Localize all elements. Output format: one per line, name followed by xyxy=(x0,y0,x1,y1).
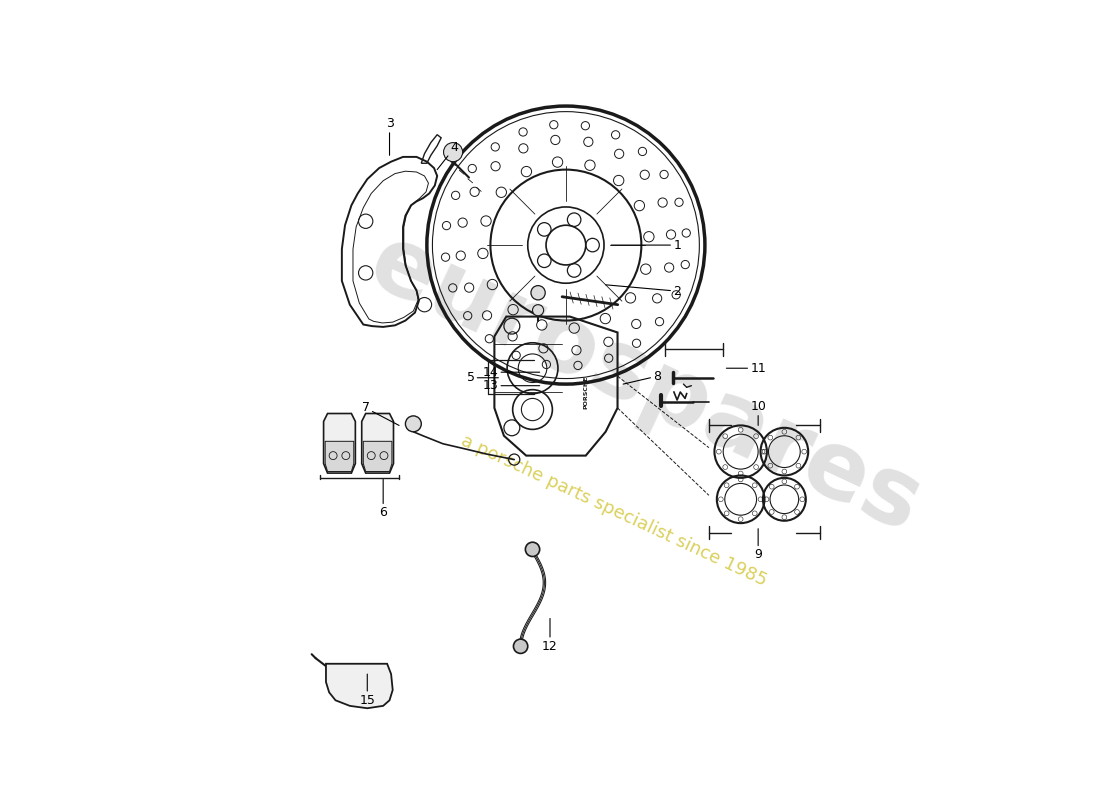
Polygon shape xyxy=(326,664,393,708)
Text: PORSCHE: PORSCHE xyxy=(583,375,588,409)
Text: 4: 4 xyxy=(437,141,459,170)
Polygon shape xyxy=(323,414,355,473)
Text: 12: 12 xyxy=(542,618,558,653)
Polygon shape xyxy=(362,414,394,473)
Text: 8: 8 xyxy=(623,370,661,384)
Circle shape xyxy=(531,286,546,300)
Text: eurospares: eurospares xyxy=(355,216,935,552)
Circle shape xyxy=(532,305,543,316)
Text: 5: 5 xyxy=(466,371,498,384)
Text: 3: 3 xyxy=(386,117,394,155)
Circle shape xyxy=(526,542,540,557)
Text: 9: 9 xyxy=(755,529,762,562)
Text: a porsche parts specialist since 1985: a porsche parts specialist since 1985 xyxy=(458,432,769,590)
Text: 13: 13 xyxy=(483,379,540,392)
Text: 15: 15 xyxy=(360,674,375,707)
Text: 14: 14 xyxy=(483,366,540,378)
Text: 7: 7 xyxy=(362,402,399,426)
Polygon shape xyxy=(326,442,354,471)
Circle shape xyxy=(406,416,421,432)
Text: 2: 2 xyxy=(606,285,681,298)
Text: 1: 1 xyxy=(612,238,681,251)
Text: 6: 6 xyxy=(379,479,387,519)
Circle shape xyxy=(514,639,528,654)
Text: 11: 11 xyxy=(726,362,766,374)
Text: 10: 10 xyxy=(750,400,766,426)
Polygon shape xyxy=(363,442,392,471)
Circle shape xyxy=(443,142,463,162)
